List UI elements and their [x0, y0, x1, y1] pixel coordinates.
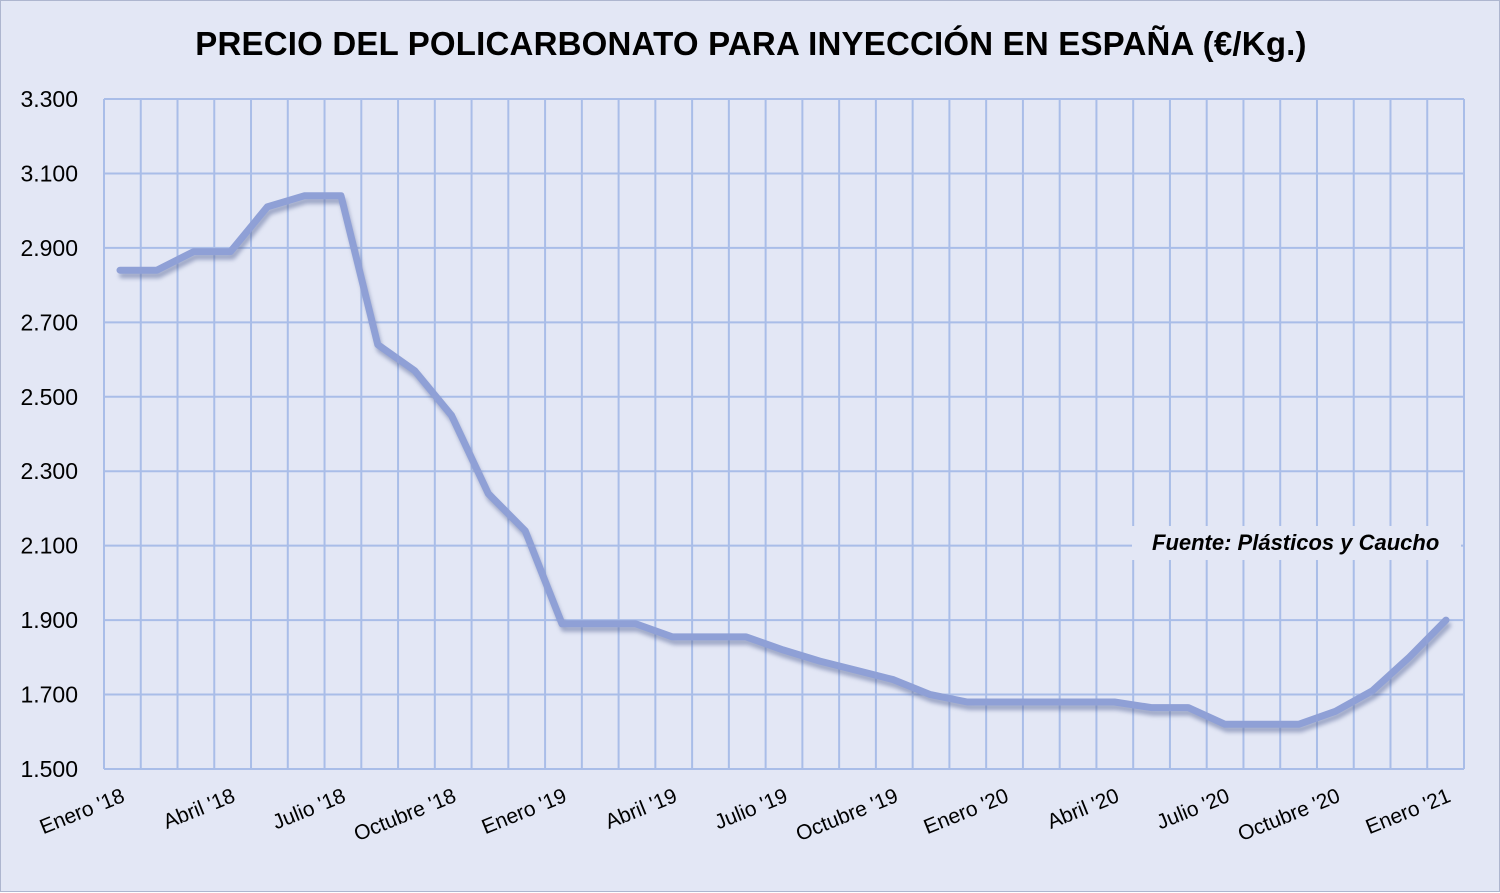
- y-tick-label: 3.100: [20, 160, 78, 186]
- x-tick-label: Octubre '20: [1235, 784, 1344, 846]
- x-tick-label: Julio '18: [269, 784, 348, 834]
- y-tick-label: 2.500: [20, 384, 78, 410]
- x-tick-label: Octubre '19: [793, 784, 902, 846]
- x-tick-label: Enero '18: [37, 784, 128, 839]
- series-precio: [116, 192, 1451, 733]
- x-tick-label: Abril '18: [160, 784, 238, 834]
- x-tick-label: Enero '19: [479, 784, 570, 839]
- axes: [103, 99, 1464, 770]
- y-tick-label: 3.300: [20, 86, 78, 112]
- x-tick-label: Enero '21: [1363, 784, 1454, 839]
- x-tick-label: Enero '20: [921, 784, 1012, 839]
- x-tick-label: Julio '19: [711, 784, 790, 834]
- y-tick-label: 2.300: [20, 458, 78, 484]
- chart-title: PRECIO DEL POLICARBONATO PARA INYECCIÓN …: [195, 25, 1307, 62]
- x-tick-labels: Enero '18 Abril '18 Julio '18 Octubre '18 En…: [37, 784, 1454, 846]
- y-tick-label: 1.900: [20, 607, 78, 633]
- y-tick-label: 1.700: [20, 682, 78, 708]
- y-tick-label: 2.100: [20, 533, 78, 559]
- x-tick-label: Octubre '18: [351, 784, 460, 846]
- y-tick-labels: 3.300 3.100 2.900 2.700 2.500 2.300 2.100 1.900…: [20, 86, 78, 782]
- x-tick-label: Julio '20: [1153, 784, 1232, 834]
- x-tick-label: Abril '19: [602, 784, 680, 834]
- y-tick-label: 1.500: [20, 756, 78, 782]
- y-tick-label: 2.700: [20, 309, 78, 335]
- x-tick-label: Abril '20: [1044, 784, 1122, 834]
- source-note: Fuente: Plásticos y Caucho: [1132, 526, 1462, 560]
- series-line: [116, 192, 1450, 728]
- y-tick-label: 2.900: [20, 235, 78, 261]
